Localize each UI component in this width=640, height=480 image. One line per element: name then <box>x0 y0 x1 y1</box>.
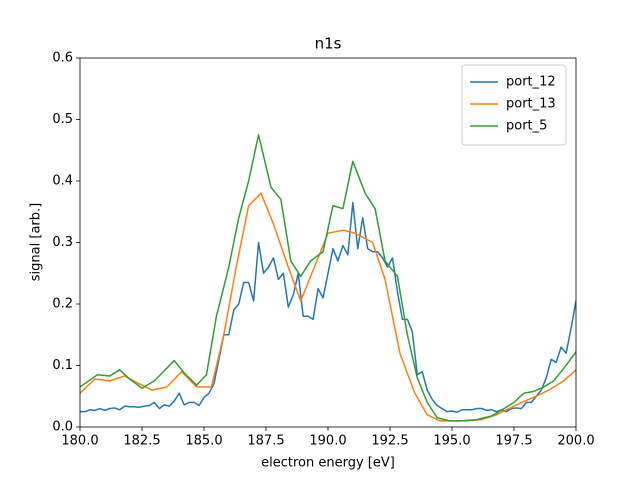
x-tick-label: 195.0 <box>433 434 470 449</box>
x-tick-label: 182.5 <box>123 434 160 449</box>
series-line <box>80 192 576 422</box>
x-tick-label: 197.5 <box>495 434 532 449</box>
x-tick-label: 192.5 <box>371 434 408 449</box>
x-tick-label: 200.0 <box>557 434 594 449</box>
x-tick-label: 180.0 <box>61 434 98 449</box>
y-tick-label: 0.5 <box>52 112 73 127</box>
y-tick-label: 0.4 <box>52 174 73 189</box>
y-tick-label: 0.6 <box>52 51 73 66</box>
x-tick-label: 190.0 <box>309 434 346 449</box>
x-tick-label: 187.5 <box>247 434 284 449</box>
plot-frame <box>79 57 577 428</box>
y-axis-label: signal [arb.] <box>29 203 44 281</box>
plot-area <box>80 134 576 422</box>
y-tick-label: 0.2 <box>52 297 73 312</box>
legend: port_12 port_13 port_5 <box>461 64 567 146</box>
y-tick-label: 0.3 <box>52 235 73 250</box>
legend-label: port_13 <box>506 97 556 112</box>
series-line <box>80 134 576 422</box>
y-tick-label: 0.0 <box>52 420 73 435</box>
legend-box <box>461 64 567 146</box>
legend-label: port_12 <box>506 75 556 90</box>
x-axis-label: electron energy [eV] <box>261 456 395 471</box>
chart-title: n1s <box>315 35 342 53</box>
legend-label: port_5 <box>506 119 547 134</box>
x-tick-label: 185.0 <box>185 434 222 449</box>
y-tick-label: 0.1 <box>52 358 73 373</box>
series-line <box>80 201 576 413</box>
